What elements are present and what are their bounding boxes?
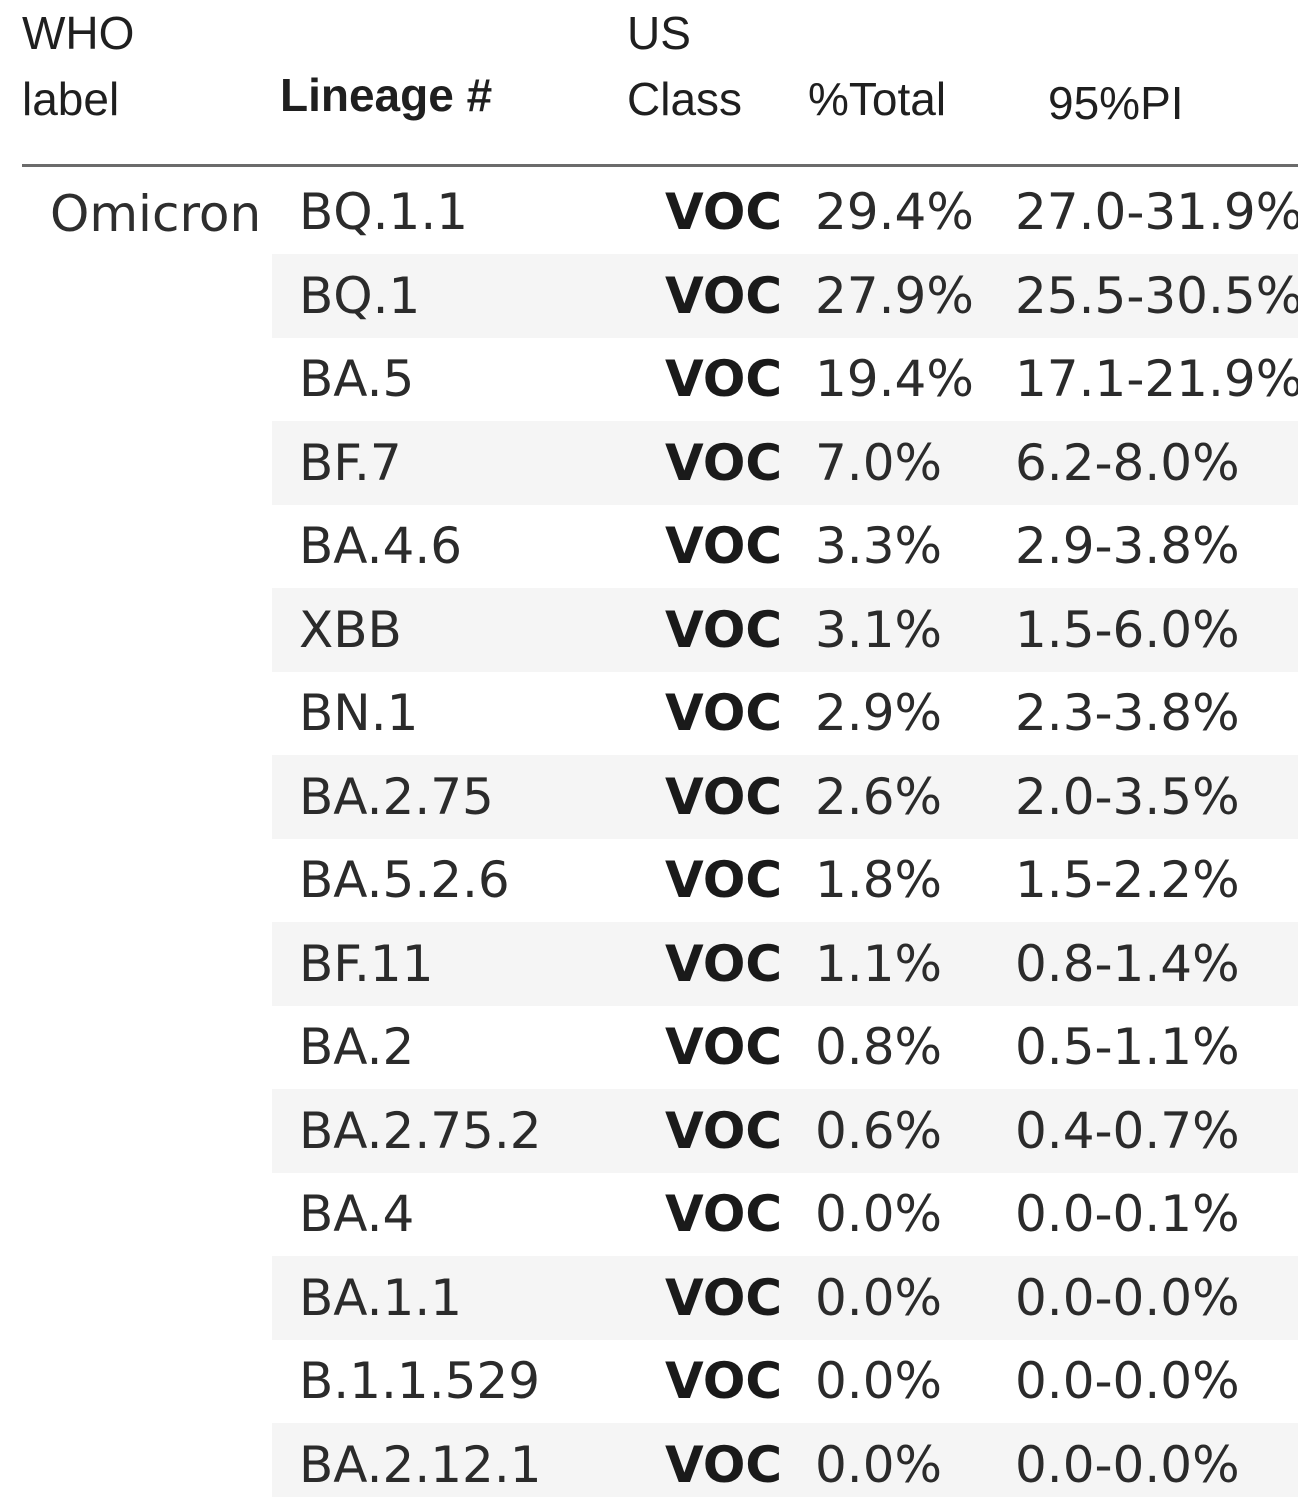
header-total: %Total <box>808 73 947 125</box>
us-class-cell: VOC <box>665 434 783 492</box>
table-row: BA.5 VOC 19.4% 17.1-21.9% <box>272 337 1298 421</box>
table-row: B.1.1.529 VOC 0.0% 0.0-0.0% <box>272 1339 1298 1423</box>
total-percent-cell: 2.6% <box>815 768 943 826</box>
lineage-cell: BN.1 <box>299 684 419 742</box>
prediction-interval-cell: 0.0-0.0% <box>1015 1436 1240 1494</box>
lineage-cell: BQ.1 <box>299 267 421 325</box>
table-row: XBB VOC 3.1% 1.5-6.0% <box>272 588 1298 672</box>
prediction-interval-cell: 0.5-1.1% <box>1015 1018 1240 1076</box>
header-divider <box>22 164 1298 167</box>
total-percent-cell: 0.0% <box>815 1269 943 1327</box>
prediction-interval-cell: 0.0-0.0% <box>1015 1352 1240 1410</box>
total-percent-cell: 3.1% <box>815 601 943 659</box>
us-class-cell: VOC <box>665 1185 783 1243</box>
table-row: BA.5.2.6 VOC 1.8% 1.5-2.2% <box>272 838 1298 922</box>
us-class-cell: VOC <box>665 1352 783 1410</box>
prediction-interval-cell: 1.5-6.0% <box>1015 601 1240 659</box>
table-row: BA.2 VOC 0.8% 0.5-1.1% <box>272 1005 1298 1089</box>
prediction-interval-cell: 27.0-31.9% <box>1015 183 1298 241</box>
us-class-cell: VOC <box>665 350 783 408</box>
lineage-cell: BQ.1.1 <box>299 183 469 241</box>
total-percent-cell: 1.1% <box>815 935 943 993</box>
total-percent-cell: 0.8% <box>815 1018 943 1076</box>
prediction-interval-cell: 17.1-21.9% <box>1015 350 1298 408</box>
total-percent-cell: 0.0% <box>815 1185 943 1243</box>
header-us-class-line1: US <box>627 7 691 59</box>
us-class-cell: VOC <box>665 1269 783 1327</box>
header-lineage: Lineage # <box>280 69 493 121</box>
us-class-cell: VOC <box>665 183 783 241</box>
table-row: BQ.1 VOC 27.9% 25.5-30.5% <box>272 254 1298 338</box>
total-percent-cell: 0.0% <box>815 1436 943 1494</box>
header-who-label-line1: WHO <box>22 7 135 59</box>
lineage-cell: BA.4.6 <box>299 517 463 575</box>
total-percent-cell: 0.6% <box>815 1102 943 1160</box>
us-class-cell: VOC <box>665 601 783 659</box>
table-row: BA.2.75 VOC 2.6% 2.0-3.5% <box>272 755 1298 839</box>
prediction-interval-cell: 2.0-3.5% <box>1015 768 1240 826</box>
prediction-interval-cell: 1.5-2.2% <box>1015 851 1240 909</box>
total-percent-cell: 7.0% <box>815 434 943 492</box>
table-row: BA.4 VOC 0.0% 0.0-0.1% <box>272 1172 1298 1256</box>
lineage-cell: BA.2.75.2 <box>299 1102 542 1160</box>
table-row: BF.11 VOC 1.1% 0.8-1.4% <box>272 922 1298 1006</box>
us-class-cell: VOC <box>665 935 783 993</box>
lineage-cell: BA.4 <box>299 1185 415 1243</box>
us-class-cell: VOC <box>665 267 783 325</box>
us-class-cell: VOC <box>665 684 783 742</box>
lineage-cell: BA.2.75 <box>299 768 494 826</box>
us-class-cell: VOC <box>665 1102 783 1160</box>
lineage-cell: BF.7 <box>299 434 402 492</box>
us-class-cell: VOC <box>665 768 783 826</box>
us-class-cell: VOC <box>665 851 783 909</box>
table-row: BA.2.75.2 VOC 0.6% 0.4-0.7% <box>272 1089 1298 1173</box>
us-class-cell: VOC <box>665 1436 783 1494</box>
header-who-label-line2: label <box>22 73 120 125</box>
total-percent-cell: 29.4% <box>815 183 974 241</box>
us-class-cell: VOC <box>665 1018 783 1076</box>
lineage-cell: BA.1.1 <box>299 1269 463 1327</box>
header-95pi: 95%PI <box>1048 77 1184 129</box>
lineage-cell: BF.11 <box>299 935 434 993</box>
prediction-interval-cell: 6.2-8.0% <box>1015 434 1240 492</box>
table-row: BF.7 VOC 7.0% 6.2-8.0% <box>272 421 1298 505</box>
lineage-cell: B.1.1.529 <box>299 1352 541 1410</box>
table-row: BA.1.1 VOC 0.0% 0.0-0.0% <box>272 1256 1298 1340</box>
prediction-interval-cell: 2.3-3.8% <box>1015 684 1240 742</box>
total-percent-cell: 3.3% <box>815 517 943 575</box>
total-percent-cell: 1.8% <box>815 851 943 909</box>
lineage-cell: BA.5 <box>299 350 415 408</box>
total-percent-cell: 2.9% <box>815 684 943 742</box>
total-percent-cell: 19.4% <box>815 350 974 408</box>
total-percent-cell: 27.9% <box>815 267 974 325</box>
lineage-cell: BA.5.2.6 <box>299 851 510 909</box>
prediction-interval-cell: 2.9-3.8% <box>1015 517 1240 575</box>
table-row: BA.4.6 VOC 3.3% 2.9-3.8% <box>272 504 1298 588</box>
table-row: BA.2.12.1 VOC 0.0% 0.0-0.0% <box>272 1423 1298 1497</box>
prediction-interval-cell: 0.0-0.0% <box>1015 1269 1240 1327</box>
prediction-interval-cell: 0.8-1.4% <box>1015 935 1240 993</box>
lineage-cell: BA.2 <box>299 1018 415 1076</box>
header-us-class-line2: Class <box>627 73 743 125</box>
who-group-label: Omicron <box>50 185 262 243</box>
prediction-interval-cell: 25.5-30.5% <box>1015 267 1298 325</box>
table-row: BQ.1.1 VOC 29.4% 27.0-31.9% <box>272 170 1298 254</box>
total-percent-cell: 0.0% <box>815 1352 943 1410</box>
prediction-interval-cell: 0.0-0.1% <box>1015 1185 1240 1243</box>
table-row: BN.1 VOC 2.9% 2.3-3.8% <box>272 671 1298 755</box>
lineage-cell: XBB <box>299 601 402 659</box>
us-class-cell: VOC <box>665 517 783 575</box>
prediction-interval-cell: 0.4-0.7% <box>1015 1102 1240 1160</box>
lineage-cell: BA.2.12.1 <box>299 1436 542 1494</box>
